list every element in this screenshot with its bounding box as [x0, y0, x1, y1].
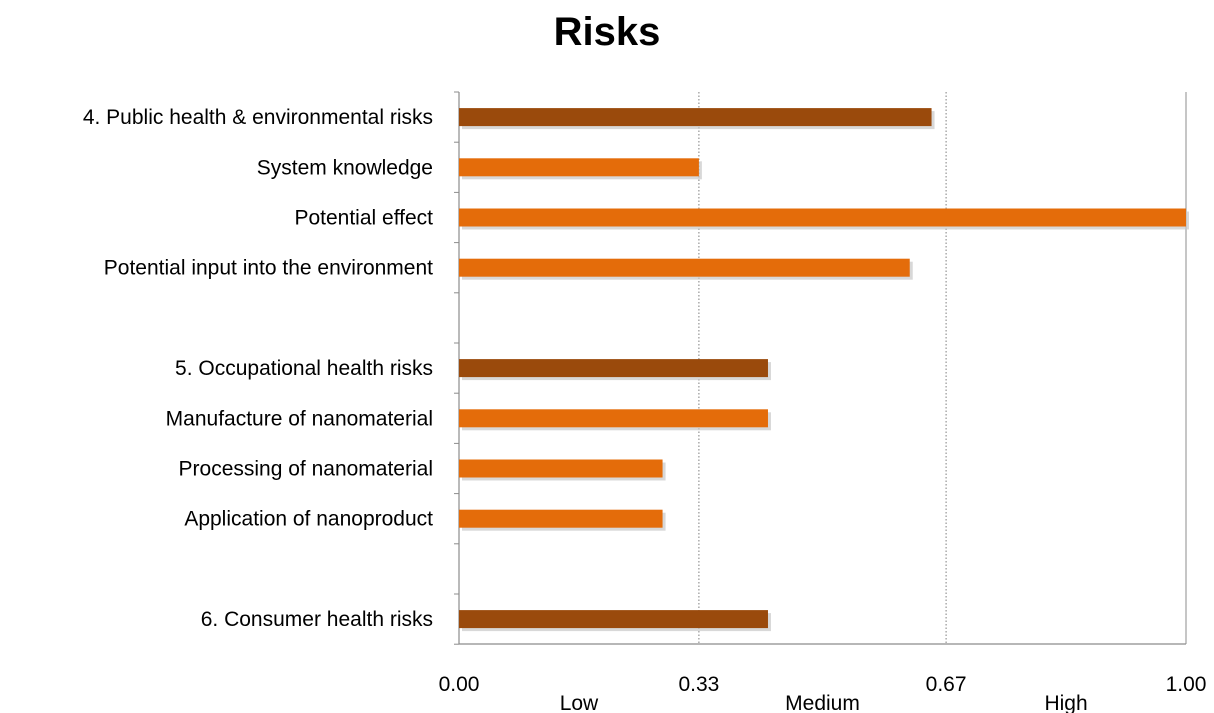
bar-8 — [459, 509, 663, 528]
bar-5 — [459, 359, 768, 378]
x-tick-label-1: 0.33 — [678, 673, 719, 696]
x-tick-label-0: 0.00 — [439, 673, 480, 696]
bar-1 — [459, 158, 699, 177]
zone-label-low: Low — [560, 692, 599, 713]
category-labels: 4. Public health & environmental risks Sy… — [83, 106, 433, 631]
zone-label-medium: Medium — [785, 692, 860, 713]
zone-labels: Low Medium High — [560, 692, 1088, 713]
category-label-1: System knowledge — [257, 156, 433, 179]
category-label-3: Potential input into the environment — [104, 257, 433, 280]
chart-title: Risks — [553, 10, 661, 54]
bar-3 — [459, 258, 910, 277]
category-label-10: 6. Consumer health risks — [201, 608, 433, 631]
x-tick-labels: 0.00 0.33 0.67 1.00 — [439, 673, 1207, 696]
gridlines — [698, 92, 947, 644]
bar-0 — [459, 108, 932, 127]
category-label-2: Potential effect — [294, 207, 433, 230]
x-tick-label-3: 1.00 — [1166, 673, 1207, 696]
category-label-7: Processing of nanomaterial — [179, 458, 433, 481]
bar-10 — [459, 610, 768, 629]
category-label-5: 5. Occupational health risks — [175, 357, 433, 380]
x-tick-label-2: 0.67 — [926, 673, 967, 696]
bar-7 — [459, 459, 663, 478]
category-label-8: Application of nanoproduct — [184, 508, 433, 531]
zone-label-high: High — [1044, 692, 1087, 713]
category-label-6: Manufacture of nanomaterial — [166, 407, 433, 430]
category-label-0: 4. Public health & environmental risks — [83, 106, 433, 129]
bar-6 — [459, 409, 768, 428]
bars — [459, 108, 1189, 632]
bar-2 — [459, 208, 1186, 227]
